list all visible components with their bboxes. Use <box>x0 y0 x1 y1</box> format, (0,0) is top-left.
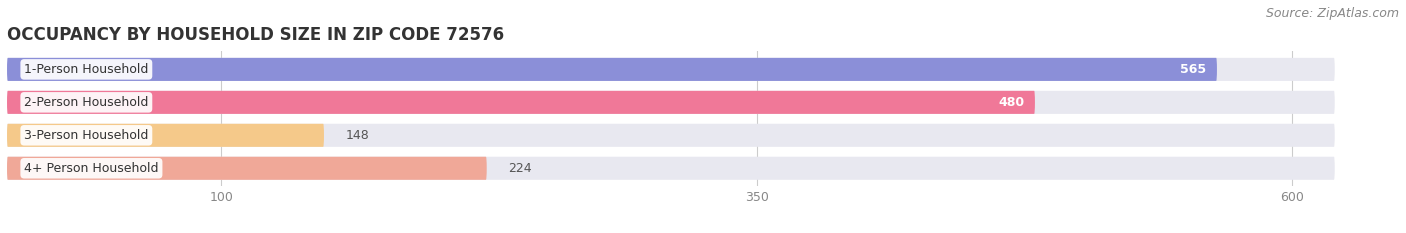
Text: 3-Person Household: 3-Person Household <box>24 129 149 142</box>
Text: 1-Person Household: 1-Person Household <box>24 63 149 76</box>
FancyBboxPatch shape <box>7 157 1334 180</box>
Text: 565: 565 <box>1180 63 1206 76</box>
FancyBboxPatch shape <box>7 91 1334 114</box>
FancyBboxPatch shape <box>7 124 323 147</box>
Text: 224: 224 <box>508 162 531 175</box>
Text: 4+ Person Household: 4+ Person Household <box>24 162 159 175</box>
FancyBboxPatch shape <box>7 58 1218 81</box>
Text: 480: 480 <box>998 96 1024 109</box>
Text: Source: ZipAtlas.com: Source: ZipAtlas.com <box>1265 7 1399 20</box>
FancyBboxPatch shape <box>7 91 1035 114</box>
FancyBboxPatch shape <box>7 124 1334 147</box>
FancyBboxPatch shape <box>7 58 1334 81</box>
Text: OCCUPANCY BY HOUSEHOLD SIZE IN ZIP CODE 72576: OCCUPANCY BY HOUSEHOLD SIZE IN ZIP CODE … <box>7 26 505 44</box>
FancyBboxPatch shape <box>7 157 486 180</box>
Text: 2-Person Household: 2-Person Household <box>24 96 149 109</box>
Text: 148: 148 <box>346 129 370 142</box>
